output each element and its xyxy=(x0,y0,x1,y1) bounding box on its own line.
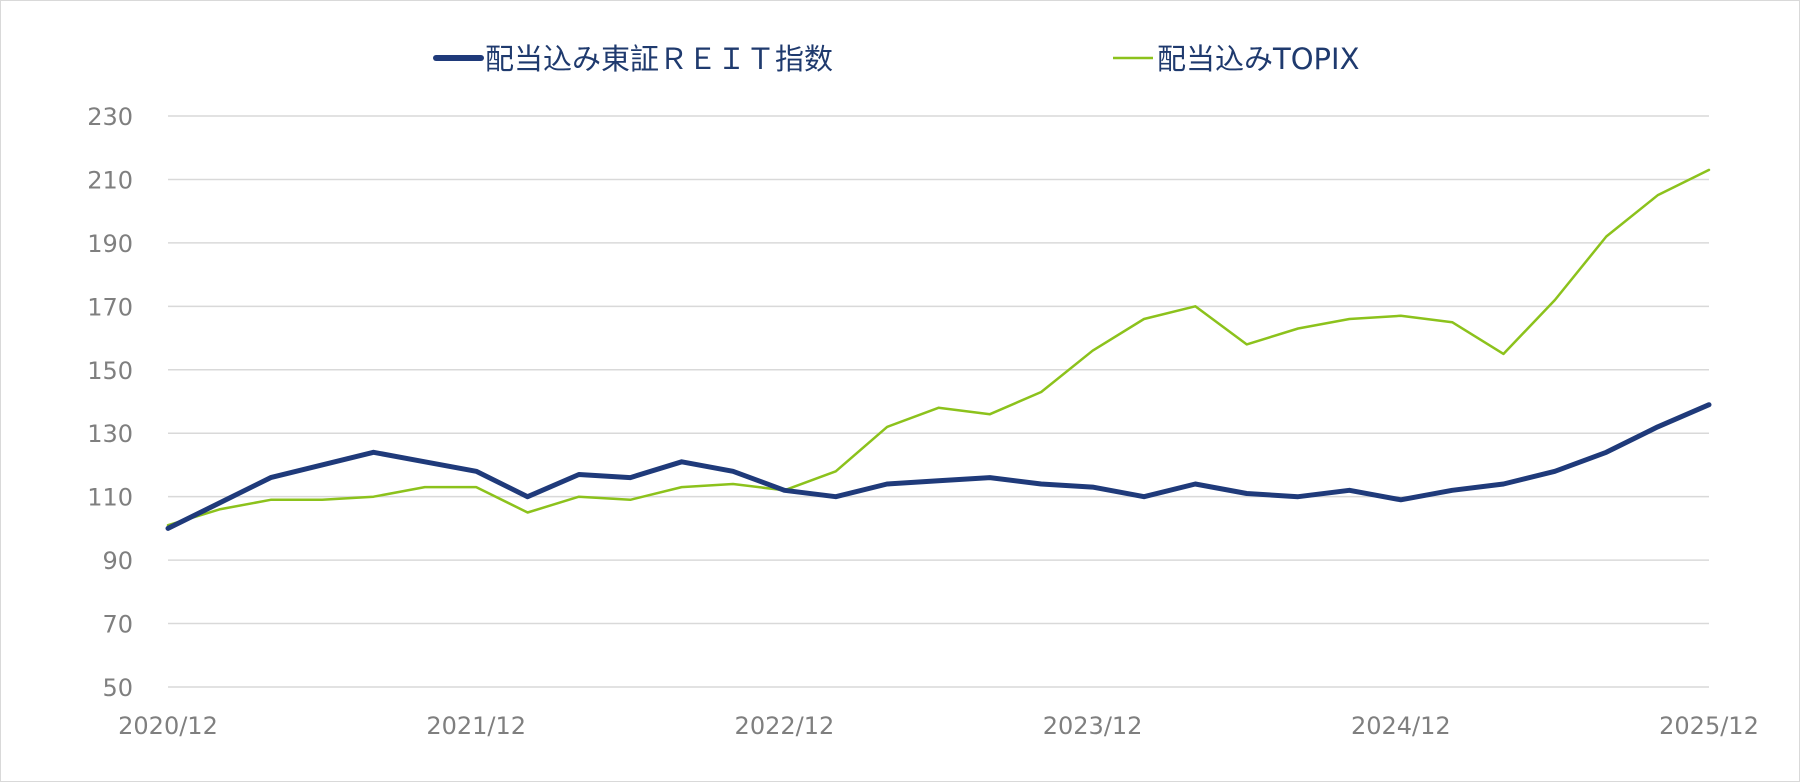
legend: 配当込み東証ＲＥＩＴ指数 配当込みTOPIX xyxy=(433,42,1359,76)
x-tick-label: 2021/12 xyxy=(426,712,526,740)
series-line-reit xyxy=(165,402,1712,531)
x-tick-label: 2022/12 xyxy=(735,712,835,740)
y-tick-label: 130 xyxy=(87,420,133,448)
x-tick-label: 2023/12 xyxy=(1043,712,1143,740)
y-tick-label: 90 xyxy=(102,547,133,575)
x-axis-ticks: 2020/12 2021/12 2022/12 2023/12 2024/12 2025/… xyxy=(118,712,1759,740)
series-lines xyxy=(165,168,1712,531)
y-tick-label: 150 xyxy=(87,357,133,385)
x-tick-label: 2020/12 xyxy=(118,712,218,740)
y-tick-label: 50 xyxy=(102,674,133,702)
series-line-topix xyxy=(166,168,1711,527)
x-tick-label: 2024/12 xyxy=(1351,712,1451,740)
y-axis-ticks: 50 70 90 110 130 150 170 190 210 230 xyxy=(87,103,133,702)
y-tick-label: 230 xyxy=(87,103,133,131)
y-tick-label: 210 xyxy=(87,166,133,194)
y-tick-label: 170 xyxy=(87,293,133,321)
y-tick-label: 110 xyxy=(87,484,133,512)
gridlines xyxy=(168,115,1709,688)
y-tick-label: 70 xyxy=(102,611,133,639)
legend-label-topix: 配当込みTOPIX xyxy=(1157,42,1359,76)
x-tick-label: 2025/12 xyxy=(1659,712,1759,740)
legend-label-reit: 配当込み東証ＲＥＩＴ指数 xyxy=(485,42,833,76)
y-tick-label: 190 xyxy=(87,230,133,258)
